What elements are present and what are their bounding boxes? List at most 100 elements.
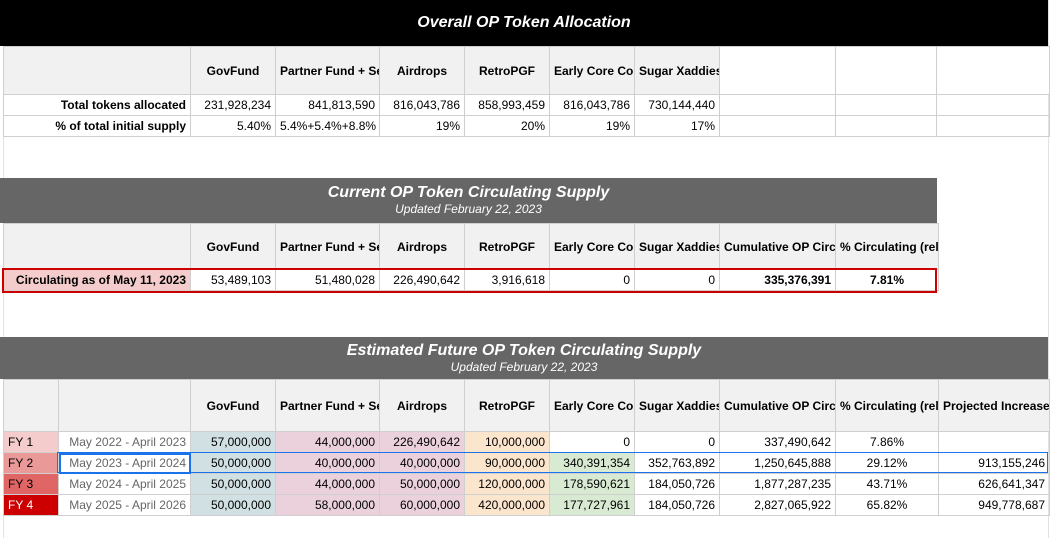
header-airdrops[interactable]: Airdrops — [379, 46, 465, 95]
cell[interactable]: 7.81% — [835, 269, 939, 291]
cell[interactable]: 40,000,000 — [275, 452, 380, 474]
header-early-core[interactable]: Early Core Contributors — [549, 379, 635, 432]
row-label[interactable]: Total tokens allocated — [3, 94, 191, 116]
header-sugar-xaddies[interactable]: Sugar Xaddies — [634, 379, 720, 432]
cell[interactable]: 17% — [634, 115, 720, 137]
cell[interactable]: 730,144,440 — [634, 94, 720, 116]
cell[interactable]: 352,763,892 — [634, 452, 720, 474]
cell[interactable]: 60,000,000 — [379, 494, 465, 516]
cell[interactable]: 50,000,000 — [190, 473, 276, 495]
header-airdrops[interactable]: Airdrops — [379, 223, 465, 270]
header-airdrops[interactable]: Airdrops — [379, 379, 465, 432]
cell[interactable]: 0 — [549, 269, 635, 291]
cell[interactable]: 913,155,246 — [938, 452, 1050, 474]
cell[interactable] — [719, 115, 836, 137]
cell[interactable]: 626,641,347 — [938, 473, 1050, 495]
cell[interactable]: 44,000,000 — [275, 431, 380, 453]
header-partner-fund[interactable]: Partner Fund + Seed Fund + Unallocated — [275, 379, 380, 432]
cell[interactable]: 50,000,000 — [190, 452, 276, 474]
date-range[interactable]: May 2023 - April 2024 — [58, 452, 191, 474]
cell[interactable]: 226,490,642 — [379, 269, 465, 291]
cell[interactable]: 1,250,645,888 — [719, 452, 836, 474]
cell[interactable]: 858,993,459 — [464, 94, 550, 116]
cell[interactable] — [719, 94, 836, 116]
cell[interactable]: 19% — [379, 115, 465, 137]
header-retropgf[interactable]: RetroPGF — [464, 223, 550, 270]
header-blank[interactable] — [58, 379, 191, 432]
header-sugar-xaddies[interactable]: Sugar Xaddies — [634, 223, 720, 270]
header-blank[interactable] — [3, 379, 59, 432]
header-govfund[interactable]: GovFund — [190, 379, 276, 432]
cell[interactable]: 178,590,621 — [549, 473, 635, 495]
date-range[interactable]: May 2025 - April 2026 — [58, 494, 191, 516]
cell[interactable] — [835, 115, 937, 137]
cell[interactable]: 337,490,642 — [719, 431, 836, 453]
cell[interactable]: 58,000,000 — [275, 494, 380, 516]
cell[interactable]: 226,490,642 — [379, 431, 465, 453]
header-empty[interactable] — [835, 46, 937, 95]
cell[interactable]: 0 — [634, 269, 720, 291]
cell[interactable] — [835, 94, 937, 116]
header-cumulative[interactable]: Cumulative OP Circulating Supply — [719, 223, 836, 270]
header-govfund[interactable]: GovFund — [190, 46, 276, 95]
cell[interactable]: 420,000,000 — [464, 494, 550, 516]
header-retropgf[interactable]: RetroPGF — [464, 379, 550, 432]
cell[interactable]: 19% — [549, 115, 635, 137]
fy-label[interactable]: FY 2 — [3, 452, 59, 474]
cell[interactable]: 816,043,786 — [549, 94, 635, 116]
header-percent-circulating[interactable]: % Circulating (relative to fully diluted… — [835, 379, 939, 432]
cell[interactable]: 949,778,687 — [938, 494, 1050, 516]
cell[interactable]: 7.86% — [835, 431, 939, 453]
fy-label[interactable]: FY 1 — [3, 431, 59, 453]
cell[interactable]: 5.4%+5.4%+8.8% — [275, 115, 380, 137]
row-label[interactable]: Circulating as of May 11, 2023 — [3, 269, 191, 291]
fy-label[interactable]: FY 4 — [3, 494, 59, 516]
cell[interactable]: 0 — [634, 431, 720, 453]
header-early-core[interactable]: Early Core Contributors — [549, 223, 635, 270]
cell[interactable]: 816,043,786 — [379, 94, 465, 116]
cell[interactable]: 44,000,000 — [275, 473, 380, 495]
header-cumulative[interactable]: Cumulative OP Circulating Supply — [719, 379, 836, 432]
cell[interactable]: 50,000,000 — [190, 494, 276, 516]
header-empty[interactable] — [936, 46, 1050, 95]
cell[interactable]: 2,827,065,922 — [719, 494, 836, 516]
cell[interactable]: 10,000,000 — [464, 431, 550, 453]
cell[interactable]: 231,928,234 — [190, 94, 276, 116]
header-retropgf[interactable]: RetroPGF — [464, 46, 550, 95]
cell[interactable]: 20% — [464, 115, 550, 137]
fy-label[interactable]: FY 3 — [3, 473, 59, 495]
cell[interactable]: 340,391,354 — [549, 452, 635, 474]
header-govfund[interactable]: GovFund — [190, 223, 276, 270]
cell[interactable]: 43.71% — [835, 473, 939, 495]
cell[interactable]: 177,727,961 — [549, 494, 635, 516]
cell[interactable] — [938, 431, 1050, 453]
date-range[interactable]: May 2024 - April 2025 — [58, 473, 191, 495]
header-percent-circulating[interactable]: % Circulating (relative to fully diluted… — [835, 223, 939, 270]
header-sugar-xaddies[interactable]: Sugar Xaddies — [634, 46, 720, 95]
cell[interactable]: 51,480,028 — [275, 269, 380, 291]
header-early-core[interactable]: Early Core Contributors — [549, 46, 635, 95]
cell[interactable]: 53,489,103 — [190, 269, 276, 291]
header-partner-fund[interactable]: Partner Fund + Seed Fund + Unallocated — [275, 46, 380, 95]
header-blank[interactable] — [3, 223, 191, 270]
cell[interactable]: 40,000,000 — [379, 452, 465, 474]
cell[interactable]: 841,813,590 — [275, 94, 380, 116]
date-range[interactable]: May 2022 - April 2023 — [58, 431, 191, 453]
cell[interactable]: 184,050,726 — [634, 494, 720, 516]
cell[interactable]: 57,000,000 — [190, 431, 276, 453]
cell[interactable]: 184,050,726 — [634, 473, 720, 495]
cell[interactable]: 335,376,391 — [719, 269, 836, 291]
cell[interactable] — [936, 115, 1050, 137]
cell[interactable]: 50,000,000 — [379, 473, 465, 495]
cell[interactable]: 5.40% — [190, 115, 276, 137]
header-empty[interactable] — [719, 46, 836, 95]
cell[interactable]: 29.12% — [835, 452, 939, 474]
header-projected-increase[interactable]: Projected Increase in Circulating Supply — [938, 379, 1050, 432]
row-label[interactable]: % of total initial supply — [3, 115, 191, 137]
cell[interactable]: 3,916,618 — [464, 269, 550, 291]
header-blank[interactable] — [3, 46, 191, 95]
cell[interactable]: 65.82% — [835, 494, 939, 516]
cell[interactable]: 90,000,000 — [464, 452, 550, 474]
header-partner-fund[interactable]: Partner Fund + Seed Fund + Unallocated — [275, 223, 380, 270]
cell[interactable] — [936, 94, 1050, 116]
